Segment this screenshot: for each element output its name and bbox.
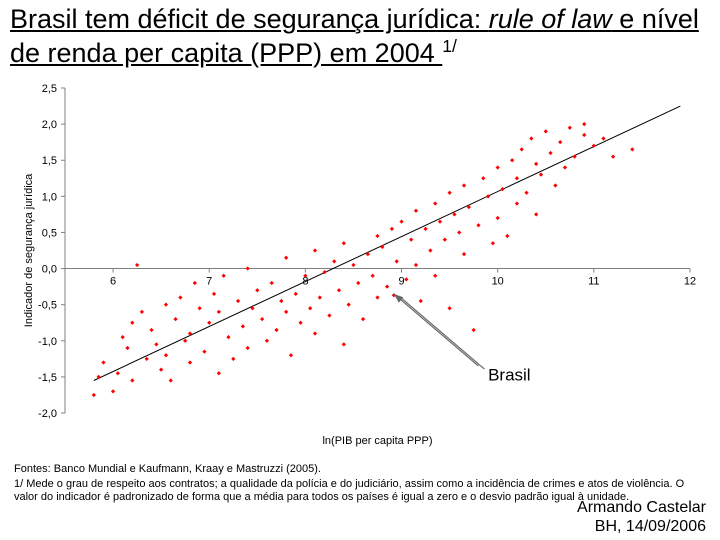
- svg-text:11: 11: [588, 276, 599, 288]
- page-title: Brasil tem déficit de segurança jurídica…: [10, 4, 710, 70]
- svg-text:7: 7: [206, 276, 212, 288]
- svg-text:Indicador de segurança jurídic: Indicador de segurança jurídica: [23, 173, 35, 327]
- svg-text:-2,0: -2,0: [38, 408, 57, 420]
- svg-text:12: 12: [684, 276, 696, 288]
- scatter-chart: 6789101112-2,0-1,5-1,0-0,50,00,51,01,52,…: [20, 78, 700, 448]
- svg-text:10: 10: [492, 276, 504, 288]
- svg-text:0,5: 0,5: [42, 227, 57, 239]
- svg-text:-0,5: -0,5: [38, 300, 57, 312]
- source-text: Fontes: Banco Mundial e Kaufmann, Kraay …: [14, 463, 706, 476]
- author-date: BH, 14/09/2006: [577, 518, 706, 536]
- svg-text:6: 6: [110, 276, 116, 288]
- svg-text:0,0: 0,0: [42, 264, 57, 276]
- svg-text:9: 9: [398, 276, 404, 288]
- svg-text:Brasil: Brasil: [488, 366, 531, 385]
- svg-text:1,0: 1,0: [42, 191, 57, 203]
- svg-text:-1,0: -1,0: [38, 336, 57, 348]
- footer: Fontes: Banco Mundial e Kaufmann, Kraay …: [14, 463, 706, 504]
- credit: Armando Castelar BH, 14/09/2006: [577, 499, 706, 536]
- svg-text:2,0: 2,0: [42, 119, 57, 131]
- svg-text:1,5: 1,5: [42, 155, 57, 167]
- svg-text:2,5: 2,5: [42, 83, 57, 95]
- svg-text:ln(PIB per capita PPP): ln(PIB per capita PPP): [322, 435, 432, 447]
- svg-text:-1,5: -1,5: [38, 372, 57, 384]
- author-name: Armando Castelar: [577, 499, 706, 517]
